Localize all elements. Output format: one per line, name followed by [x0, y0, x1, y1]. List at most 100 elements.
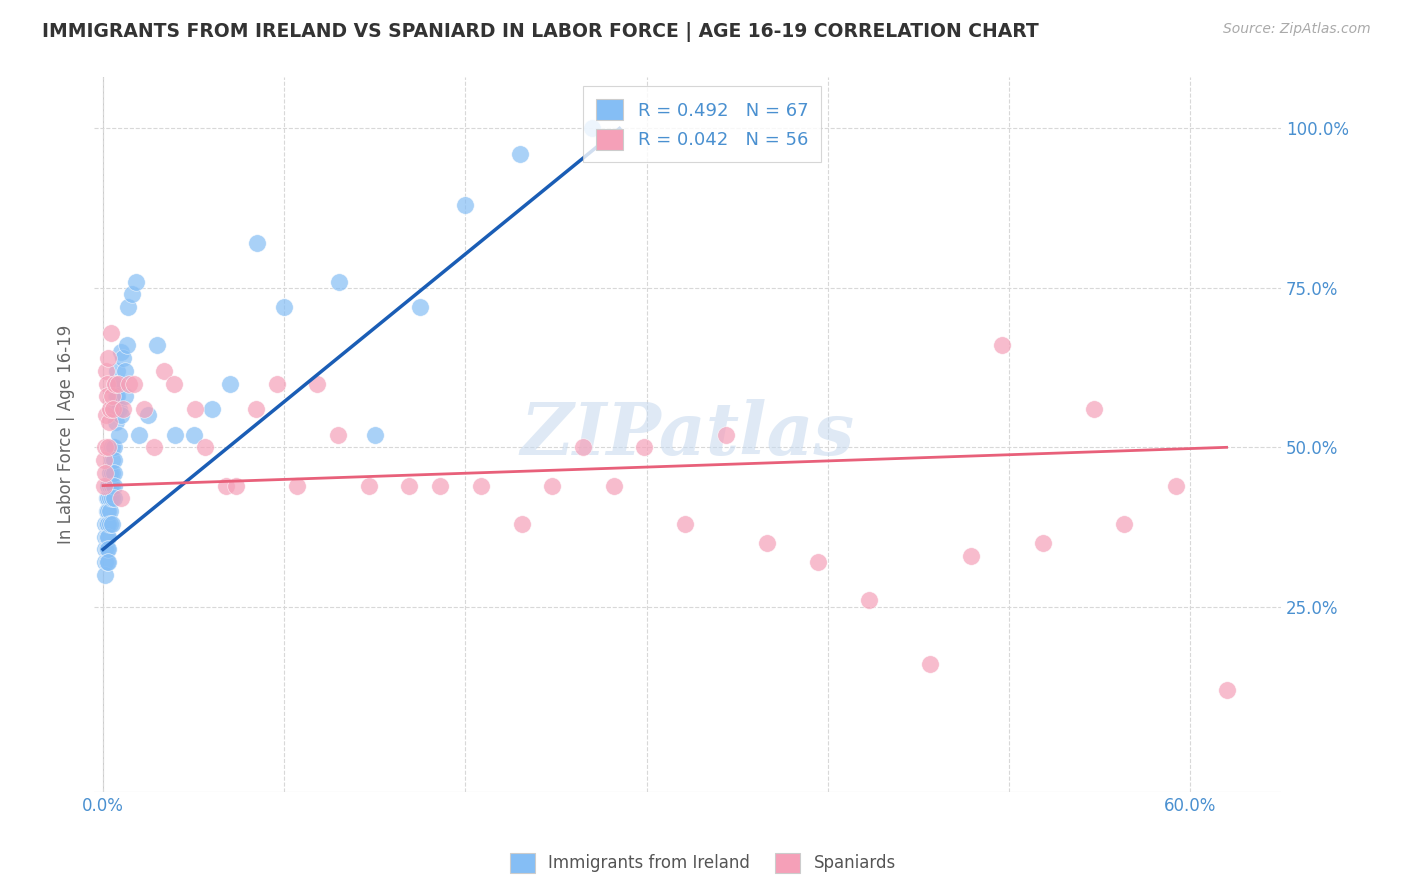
Point	[108, 402, 131, 417]
Point	[201, 402, 224, 417]
Legend: R = 0.492   N = 67, R = 0.042   N = 56: R = 0.492 N = 67, R = 0.042 N = 56	[583, 87, 821, 162]
Point	[920, 657, 942, 672]
Point	[960, 549, 983, 563]
Point	[94, 409, 117, 423]
Point	[132, 402, 155, 417]
Point	[97, 516, 120, 531]
Text: IMMIGRANTS FROM IRELAND VS SPANIARD IN LABOR FORCE | AGE 16-19 CORRELATION CHART: IMMIGRANTS FROM IRELAND VS SPANIARD IN L…	[42, 22, 1039, 42]
Point	[104, 402, 127, 417]
Point	[100, 326, 122, 340]
Point	[409, 300, 432, 314]
Point	[1083, 402, 1105, 417]
Point	[98, 516, 121, 531]
Point	[581, 121, 603, 136]
Point	[97, 555, 120, 569]
Point	[103, 440, 125, 454]
Point	[128, 427, 150, 442]
Point	[107, 376, 129, 391]
Point	[93, 478, 115, 492]
Point	[429, 478, 451, 492]
Point	[96, 530, 118, 544]
Point	[101, 453, 124, 467]
Point	[110, 409, 132, 423]
Point	[94, 466, 117, 480]
Point	[572, 440, 595, 454]
Point	[98, 402, 121, 417]
Point	[285, 478, 308, 492]
Legend: Immigrants from Ireland, Spaniards: Immigrants from Ireland, Spaniards	[503, 847, 903, 880]
Point	[94, 542, 117, 557]
Point	[121, 287, 143, 301]
Point	[111, 351, 134, 365]
Point	[163, 376, 186, 391]
Point	[94, 516, 117, 531]
Point	[1164, 478, 1187, 492]
Point	[97, 491, 120, 506]
Point	[183, 427, 205, 442]
Point	[98, 491, 121, 506]
Point	[633, 440, 655, 454]
Point	[1114, 516, 1136, 531]
Point	[858, 593, 880, 607]
Point	[97, 351, 120, 365]
Point	[1032, 536, 1054, 550]
Point	[104, 376, 127, 391]
Point	[115, 338, 138, 352]
Point	[98, 415, 121, 429]
Point	[328, 275, 350, 289]
Point	[364, 427, 387, 442]
Point	[103, 478, 125, 492]
Point	[110, 491, 132, 506]
Point	[398, 478, 420, 492]
Point	[108, 427, 131, 442]
Point	[110, 344, 132, 359]
Point	[93, 453, 115, 467]
Point	[146, 338, 169, 352]
Point	[114, 364, 136, 378]
Point	[103, 402, 125, 417]
Point	[96, 491, 118, 506]
Point	[103, 453, 125, 467]
Point	[454, 198, 477, 212]
Point	[97, 542, 120, 557]
Point	[97, 530, 120, 544]
Point	[755, 536, 778, 550]
Point	[214, 478, 236, 492]
Point	[184, 402, 207, 417]
Point	[96, 516, 118, 531]
Point	[245, 402, 267, 417]
Point	[153, 364, 176, 378]
Point	[273, 300, 295, 314]
Text: ZIPatlas: ZIPatlas	[520, 399, 855, 470]
Point	[98, 466, 121, 480]
Point	[101, 466, 124, 480]
Point	[357, 478, 380, 492]
Point	[94, 530, 117, 544]
Point	[98, 504, 121, 518]
Point	[165, 427, 187, 442]
Point	[107, 376, 129, 391]
Point	[98, 478, 121, 492]
Point	[97, 478, 120, 492]
Point	[94, 440, 117, 454]
Point	[307, 376, 329, 391]
Point	[94, 364, 117, 378]
Point	[991, 338, 1014, 352]
Point	[714, 427, 737, 442]
Point	[96, 376, 118, 391]
Point	[673, 516, 696, 531]
Point	[1215, 682, 1237, 697]
Point	[94, 567, 117, 582]
Point	[218, 376, 240, 391]
Point	[807, 555, 830, 569]
Point	[96, 555, 118, 569]
Point	[103, 491, 125, 506]
Point	[117, 376, 139, 391]
Point	[97, 440, 120, 454]
Point	[107, 389, 129, 403]
Point	[266, 376, 288, 391]
Point	[225, 478, 247, 492]
Point	[143, 440, 166, 454]
Text: Source: ZipAtlas.com: Source: ZipAtlas.com	[1223, 22, 1371, 37]
Point	[124, 275, 146, 289]
